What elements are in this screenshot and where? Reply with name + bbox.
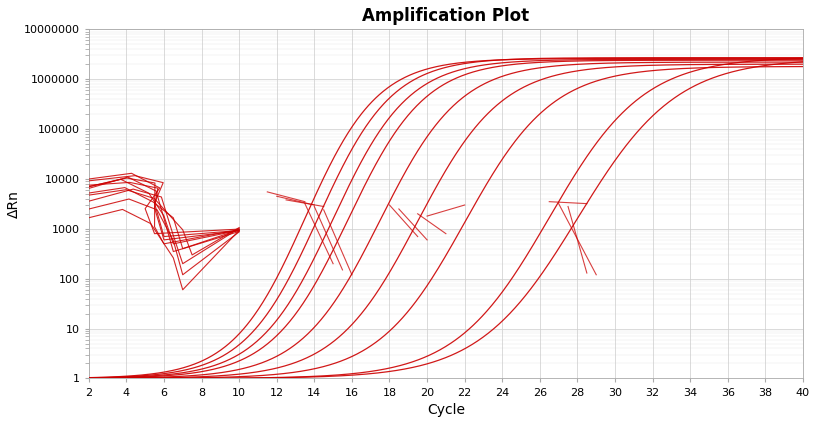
Y-axis label: ΔRn: ΔRn [7, 190, 21, 218]
X-axis label: Cycle: Cycle [426, 403, 465, 417]
Title: Amplification Plot: Amplification Plot [362, 7, 529, 25]
